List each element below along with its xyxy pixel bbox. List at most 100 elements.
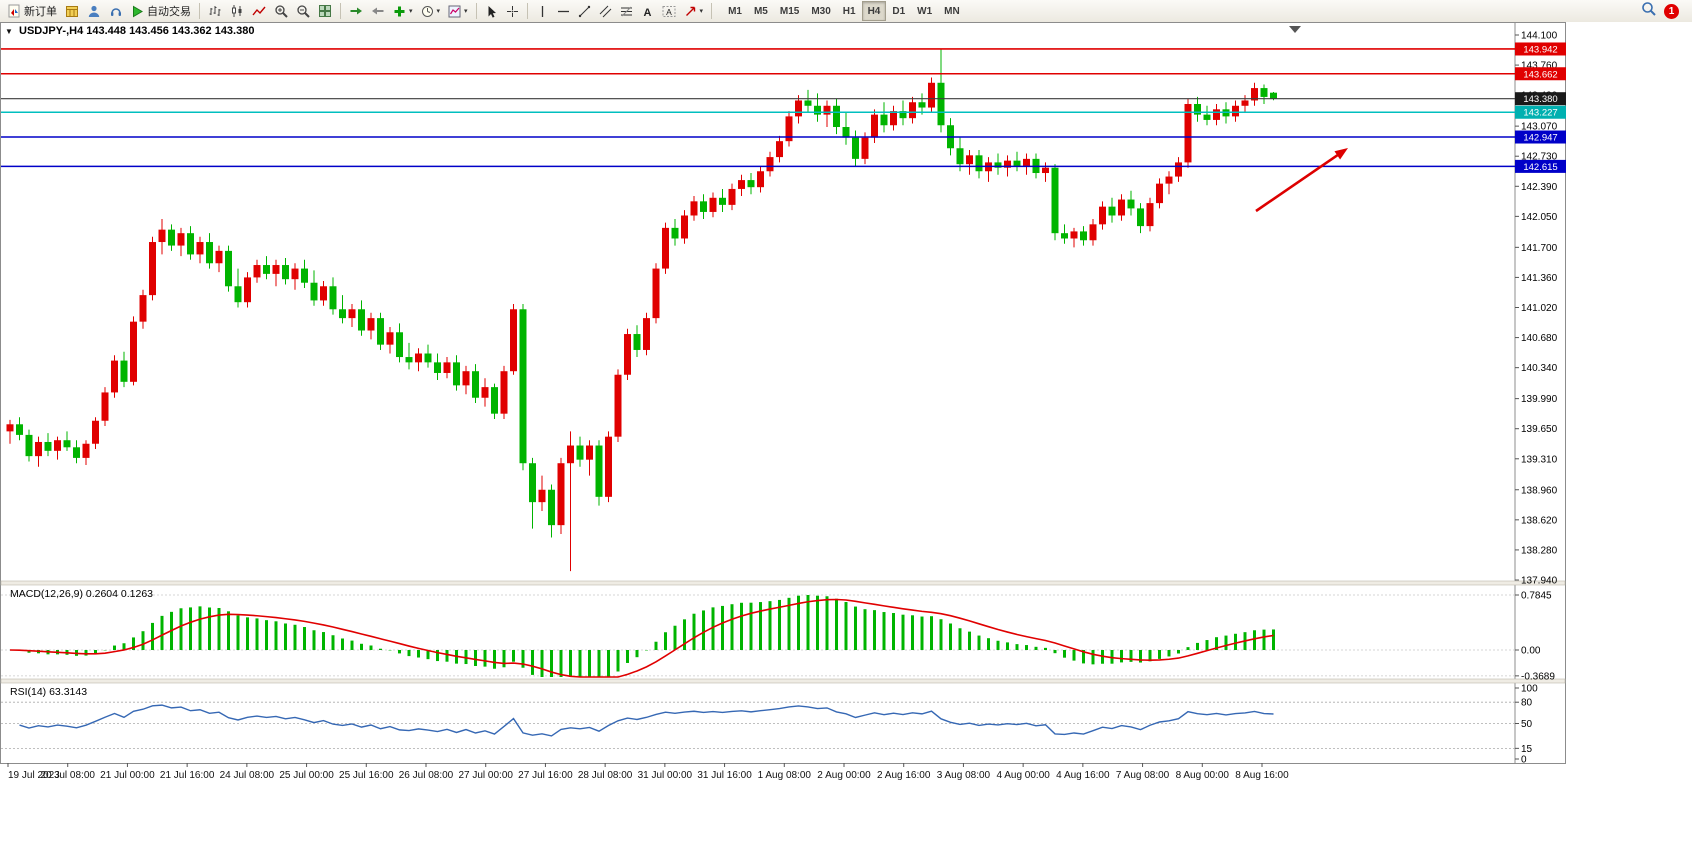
svg-text:137.940: 137.940 <box>1521 576 1558 587</box>
play-icon <box>131 5 144 18</box>
svg-text:100: 100 <box>1521 684 1538 695</box>
svg-text:141.020: 141.020 <box>1521 303 1558 314</box>
community-button[interactable] <box>83 0 105 22</box>
tile-windows-button[interactable] <box>314 0 336 22</box>
svg-text:8 Aug 16:00: 8 Aug 16:00 <box>1235 770 1289 781</box>
dropdown-caret-icon: ▾ <box>464 7 468 15</box>
svg-text:1 Aug 08:00: 1 Aug 08:00 <box>758 770 812 781</box>
svg-text:A: A <box>643 7 651 18</box>
price-tag-142.615: 142.615 <box>1515 159 1566 173</box>
price-tag-143.380: 143.380 <box>1515 92 1566 106</box>
timeframe-button-m15[interactable]: M15 <box>779 5 800 17</box>
new-order-button[interactable]: 新订单 <box>3 0 61 22</box>
chart-shift-button[interactable] <box>367 0 389 22</box>
person-icon <box>87 4 101 18</box>
crosshair-button[interactable] <box>502 0 523 22</box>
line-chart-button[interactable] <box>248 0 270 22</box>
text-label-button[interactable]: A <box>658 0 680 22</box>
crosshair-icon <box>506 5 519 18</box>
timeframe-group: M1 M5 M15 M30 H1 H4 D1 W1 MN <box>722 1 966 21</box>
horizontal-lines-layer[interactable] <box>1 48 1515 168</box>
toolbar-separator <box>711 3 713 19</box>
fibonacci-button[interactable] <box>616 0 637 22</box>
svg-text:21 Jul 00:00: 21 Jul 00:00 <box>100 770 155 781</box>
svg-text:0.7845: 0.7845 <box>1521 591 1552 602</box>
svg-text:0: 0 <box>1521 755 1527 766</box>
svg-text:140.340: 140.340 <box>1521 363 1558 374</box>
one-click-trading-caret[interactable]: ▼ <box>5 27 13 36</box>
vertical-line-icon <box>536 5 549 18</box>
cursor-button[interactable] <box>481 0 502 22</box>
text-button[interactable]: A <box>637 0 658 22</box>
svg-text:139.650: 139.650 <box>1521 424 1558 435</box>
search-button[interactable] <box>1641 1 1656 21</box>
bar-chart-button[interactable] <box>204 0 226 22</box>
vertical-line-button[interactable] <box>532 0 553 22</box>
auto-trading-button[interactable]: 自动交易 <box>127 0 195 22</box>
svg-text:141.360: 141.360 <box>1521 273 1558 284</box>
macd-layer <box>1 594 1515 678</box>
timeframe-button-m5[interactable]: M5 <box>753 5 768 17</box>
trendline-button[interactable] <box>574 0 595 22</box>
new-order-icon <box>7 4 21 18</box>
timeframe-button-m1[interactable]: M1 <box>728 5 742 17</box>
svg-text:19 Jul 2023: 19 Jul 2023 <box>8 770 60 781</box>
horizontal-line-button[interactable] <box>553 0 574 22</box>
svg-text:20 Jul 08:00: 20 Jul 08:00 <box>40 770 95 781</box>
zoom-in-button[interactable] <box>270 0 292 22</box>
bar-chart-icon <box>208 4 222 18</box>
toolbar-separator <box>475 3 477 19</box>
macd-indicator-label: MACD(12,26,9) 0.2604 0.1263 <box>10 588 154 600</box>
svg-text:7 Aug 08:00: 7 Aug 08:00 <box>1116 770 1170 781</box>
zoom-out-button[interactable] <box>292 0 314 22</box>
svg-text:143.942: 143.942 <box>1523 44 1557 55</box>
annotation-arrow[interactable] <box>1255 148 1348 213</box>
cursor-icon <box>485 5 498 18</box>
timeframe-button-d1[interactable]: D1 <box>892 5 906 17</box>
new-order-label: 新订单 <box>24 6 57 18</box>
toolbar-separator <box>199 3 200 19</box>
svg-text:27 Jul 00:00: 27 Jul 00:00 <box>458 770 513 781</box>
calendar-button[interactable] <box>61 0 83 22</box>
auto-scroll-icon <box>349 4 363 18</box>
svg-text:143.380: 143.380 <box>1523 94 1557 105</box>
dropdown-caret-icon: ▾ <box>409 7 413 15</box>
svg-text:142.050: 142.050 <box>1521 212 1558 223</box>
svg-text:142.947: 142.947 <box>1523 133 1557 144</box>
auto-scroll-button[interactable] <box>345 0 367 22</box>
chart-shift-icon <box>371 4 385 18</box>
channel-button[interactable] <box>595 0 616 22</box>
svg-text:141.700: 141.700 <box>1521 243 1558 254</box>
timeframe-button-m30[interactable]: M30 <box>811 5 831 17</box>
chart-window: 144.100143.760143.420143.070142.730142.3… <box>0 22 1692 812</box>
notification-badge[interactable]: 1 <box>1664 3 1679 19</box>
templates-button[interactable]: ▾ <box>444 0 472 22</box>
fibonacci-icon <box>620 5 633 18</box>
svg-text:31 Jul 00:00: 31 Jul 00:00 <box>638 770 693 781</box>
arrows-tool-button[interactable]: ▾ <box>680 0 708 22</box>
timeframe-button-mn[interactable]: MN <box>944 5 960 17</box>
periods-button[interactable]: ▾ <box>417 0 445 22</box>
rsi-indicator-label: RSI(14) 63.3143 <box>10 686 88 698</box>
candlestick-chart-button[interactable] <box>226 0 248 22</box>
svg-text:0.00: 0.00 <box>1521 646 1541 657</box>
price-tag-143.227: 143.227 <box>1515 105 1566 119</box>
timeframe-button-h1[interactable]: H1 <box>842 5 856 17</box>
timeframe-button-w1[interactable]: W1 <box>917 5 933 17</box>
support-button[interactable] <box>105 0 127 22</box>
horizontal-line-icon <box>557 5 570 18</box>
svg-text:140.680: 140.680 <box>1521 333 1558 344</box>
indicators-button[interactable]: ▾ <box>389 0 417 22</box>
text-icon: A <box>641 5 654 18</box>
timeframe-button-h4[interactable]: H4 <box>861 1 887 21</box>
svg-text:26 Jul 08:00: 26 Jul 08:00 <box>399 770 454 781</box>
svg-text:80: 80 <box>1521 698 1533 709</box>
svg-text:2 Aug 16:00: 2 Aug 16:00 <box>877 770 931 781</box>
svg-text:3 Aug 08:00: 3 Aug 08:00 <box>937 770 991 781</box>
auto-trading-label: 自动交易 <box>147 6 191 18</box>
svg-text:31 Jul 16:00: 31 Jul 16:00 <box>697 770 752 781</box>
zoom-out-icon <box>296 4 310 18</box>
trendline-icon <box>578 5 591 18</box>
svg-text:50: 50 <box>1521 719 1533 730</box>
headset-icon <box>109 4 123 18</box>
